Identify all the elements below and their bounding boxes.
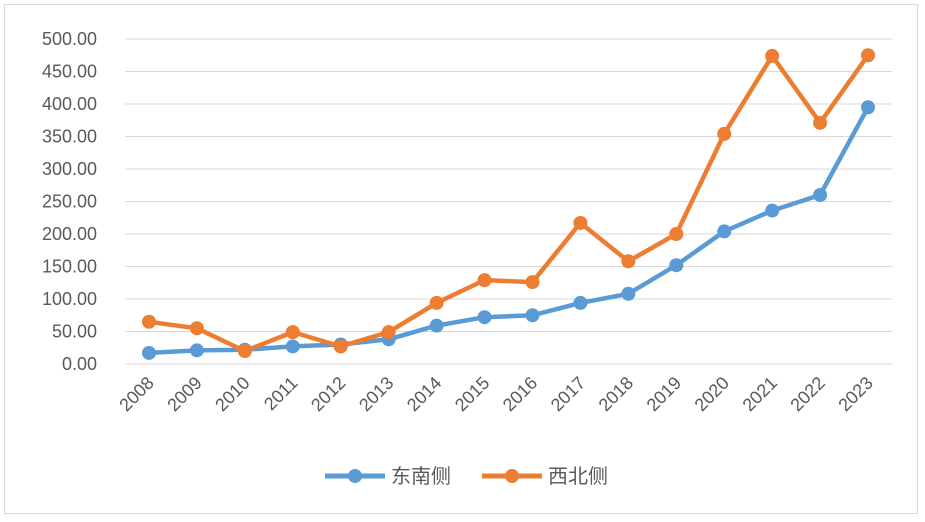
legend-swatch-marker [505,469,519,483]
y-tick-label: 150.00 [42,257,97,277]
legend-item-series-1: 西北侧 [482,464,608,488]
y-tick-label: 50.00 [52,322,97,342]
x-axis-tick-labels: 2008 2009 2010 2011 2012 2013 2014 2015 2016 2017… [115,373,877,415]
x-tick-label: 2017 [547,373,589,415]
x-tick-label: 2018 [595,373,637,415]
data-point [285,325,300,340]
y-tick-label: 500.00 [42,29,97,49]
series-0 [141,100,876,360]
legend-item-series-0: 东南侧 [325,464,451,488]
data-point [237,344,252,358]
y-axis-tick-labels: 0.00 50.00 100.00 150.00 200.00 250.00 300.00 3… [42,29,97,374]
y-tick-label: 350.00 [42,127,97,147]
x-tick-label: 2012 [307,373,349,415]
x-tick-label: 2019 [643,373,685,415]
gridlines [125,38,892,365]
data-point [861,100,876,115]
legend-swatch-marker [348,469,362,483]
x-tick-label: 2009 [163,373,205,415]
x-tick-label: 2020 [691,373,733,415]
series-1 [141,48,876,358]
y-tick-label: 100.00 [42,289,97,309]
x-tick-label: 2013 [355,373,397,415]
series-line [146,53,871,354]
data-point [765,203,780,218]
legend-label: 西北侧 [548,464,608,488]
x-tick-label: 2015 [451,373,493,415]
data-point [429,318,444,333]
x-tick-label: 2016 [499,373,541,415]
x-tick-label: 2021 [739,373,781,415]
data-point [573,215,588,230]
y-tick-label: 400.00 [42,94,97,114]
data-point [525,275,540,290]
data-point [477,310,492,325]
data-point [621,286,636,301]
data-point [669,258,684,273]
data-point [669,227,684,241]
legend: 东南侧 西北侧 [325,464,608,488]
x-tick-label: 2010 [211,373,253,415]
y-tick-label: 200.00 [42,224,97,244]
data-point [189,321,204,336]
x-tick-label: 2014 [403,373,445,415]
data-point [717,126,732,141]
series-lines [141,48,876,360]
y-tick-label: 0.00 [62,354,97,374]
data-point [285,339,300,354]
x-tick-label: 2011 [260,373,302,415]
x-tick-label: 2008 [115,373,157,415]
data-point [717,224,732,239]
data-point [813,115,828,130]
data-point [381,325,396,340]
x-tick-label: 2022 [786,373,828,415]
data-point [141,314,156,329]
y-tick-label: 300.00 [42,159,97,179]
data-point [141,345,156,360]
data-point [573,295,588,310]
data-point [813,188,828,202]
data-point [621,254,636,269]
y-tick-label: 250.00 [42,192,97,212]
data-point [429,295,444,310]
x-tick-label: 2023 [834,373,876,415]
y-tick-label: 450.00 [42,62,97,82]
data-point [861,48,876,63]
data-point [525,308,540,323]
chart-frame [4,4,918,514]
data-point [189,343,204,358]
series-line [146,105,871,356]
legend-label: 东南侧 [391,464,451,488]
data-point [477,273,492,288]
data-point [333,339,348,354]
data-point [765,48,780,63]
